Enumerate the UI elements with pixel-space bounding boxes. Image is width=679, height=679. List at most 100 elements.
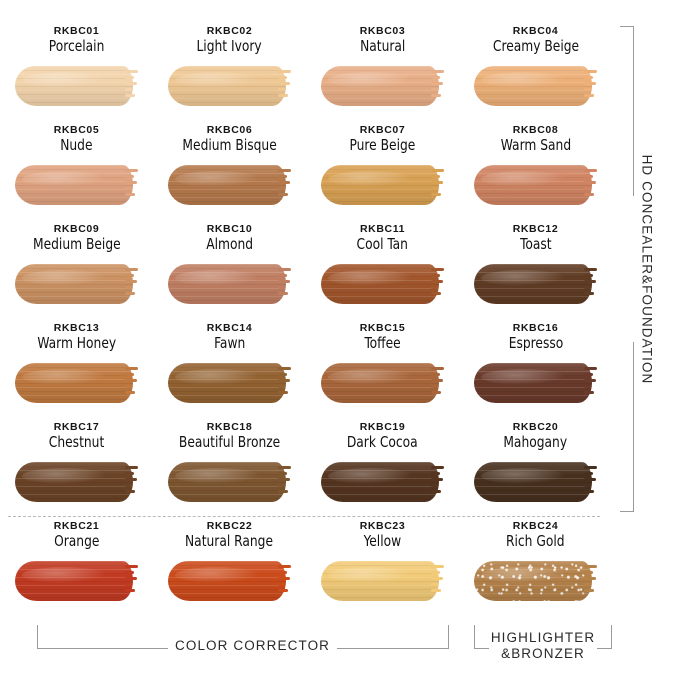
swatch-code: RKBC17: [53, 421, 100, 433]
swatch-paint: [473, 462, 592, 502]
swatch-row: RKBC17 Chestnut RKBC18 Beautiful Bronze RKBC…: [0, 421, 612, 520]
swatch-row: RKBC13 Warm Honey RKBC14 Fawn RKBC15 Toffee RK…: [0, 322, 612, 421]
swatch-paint-wrapper: [320, 261, 445, 307]
swatch-highlight: [327, 269, 413, 286]
swatch-color-fill: [473, 264, 592, 304]
swatch-cell[interactable]: RKBC07 Pure Beige: [306, 124, 459, 223]
swatch-code: RKBC11: [359, 223, 406, 235]
swatch-cell[interactable]: RKBC11 Cool Tan: [306, 223, 459, 322]
swatch-cell[interactable]: RKBC09 Medium Beige: [0, 223, 153, 322]
swatch-cell[interactable]: RKBC21 Orange: [0, 520, 153, 620]
swatch-cell[interactable]: RKBC12 Toast: [459, 223, 612, 322]
swatch-name: Yellow: [363, 532, 402, 550]
swatch-highlight: [327, 467, 413, 484]
swatch-highlight: [174, 368, 260, 385]
swatch-cell[interactable]: RKBC24 Rich Gold: [459, 520, 612, 620]
swatch-cell[interactable]: RKBC13 Warm Honey: [0, 322, 153, 421]
swatch-cell[interactable]: RKBC17 Chestnut: [0, 421, 153, 520]
swatch-name: Cool Tan: [356, 235, 409, 253]
swatch-code: RKBC16: [512, 322, 559, 334]
swatch-shading: [320, 165, 439, 205]
swatch-brush-texture: [320, 561, 439, 601]
swatch-cell[interactable]: RKBC15 Toffee: [306, 322, 459, 421]
swatch-shading: [167, 264, 286, 304]
swatch-paint: [14, 264, 133, 304]
swatch-shading: [14, 363, 133, 403]
swatch-cell[interactable]: RKBC08 Warm Sand: [459, 124, 612, 223]
swatch-brush-texture: [167, 462, 286, 502]
swatch-color-fill: [167, 264, 286, 304]
swatch-highlight: [480, 368, 566, 385]
swatch-cell[interactable]: RKBC18 Beautiful Bronze: [153, 421, 306, 520]
swatch-shading: [320, 462, 439, 502]
swatch-brush-tail: [583, 564, 598, 596]
swatch-cell[interactable]: RKBC05 Nude: [0, 124, 153, 223]
swatch-name: Mahogany: [503, 433, 568, 451]
swatch-shading: [473, 165, 592, 205]
swatch-shading: [167, 561, 286, 601]
swatch-paint-wrapper: [473, 162, 598, 208]
swatch-brush-texture: [320, 462, 439, 502]
swatch-color-fill: [14, 66, 133, 106]
swatch-name: Natural Range: [185, 532, 274, 550]
swatch-color-fill: [167, 561, 286, 601]
swatch-brush-texture: [473, 165, 592, 205]
swatch-code: RKBC12: [512, 223, 559, 235]
swatch-brush-tail: [124, 366, 139, 398]
swatch-brush-tail: [277, 267, 292, 299]
swatch-brush-texture: [167, 561, 286, 601]
swatch-cell[interactable]: RKBC04 Creamy Beige: [459, 25, 612, 124]
swatch-highlight: [327, 566, 413, 583]
swatch-cell[interactable]: RKBC19 Dark Cocoa: [306, 421, 459, 520]
swatch-shading: [473, 264, 592, 304]
swatch-name: Dark Cocoa: [347, 433, 418, 451]
swatch-highlight: [480, 71, 566, 88]
swatch-paint: [14, 561, 133, 601]
swatch-cell[interactable]: RKBC16 Espresso: [459, 322, 612, 421]
swatch-highlight: [480, 467, 566, 484]
swatch-paint: [167, 165, 286, 205]
swatch-paint-wrapper: [167, 162, 292, 208]
swatch-name: Almond: [206, 235, 253, 253]
swatch-code: RKBC02: [206, 25, 253, 37]
swatch-highlight: [327, 368, 413, 385]
swatch-row: RKBC21 Orange RKBC22 Natural Range RKBC23 Yel…: [0, 520, 612, 620]
swatch-color-fill: [14, 363, 133, 403]
swatch-paint-wrapper: [167, 360, 292, 406]
swatch-paint-wrapper: [473, 459, 598, 505]
swatch-paint-wrapper: [473, 261, 598, 307]
swatch-code: RKBC21: [53, 520, 100, 532]
swatch-brush-texture: [14, 363, 133, 403]
swatch-brush-tail: [277, 465, 292, 497]
swatch-color-fill: [320, 561, 439, 601]
swatch-paint: [473, 165, 592, 205]
swatch-shading: [14, 165, 133, 205]
swatch-cell[interactable]: RKBC10 Almond: [153, 223, 306, 322]
swatch-brush-texture: [473, 363, 592, 403]
swatch-shading: [320, 561, 439, 601]
swatch-highlight: [480, 566, 566, 583]
swatch-cell[interactable]: RKBC06 Medium Bisque: [153, 124, 306, 223]
swatch-color-fill: [473, 165, 592, 205]
swatch-cell[interactable]: RKBC20 Mahogany: [459, 421, 612, 520]
swatch-paint-wrapper: [320, 63, 445, 109]
swatch-code: RKBC05: [53, 124, 100, 136]
swatch-code: RKBC19: [359, 421, 406, 433]
swatch-name: Chestnut: [48, 433, 105, 451]
highlighter-label-line2: &BRONZER: [501, 646, 585, 661]
swatch-shading: [167, 66, 286, 106]
swatch-cell[interactable]: RKBC22 Natural Range: [153, 520, 306, 620]
swatch-cell[interactable]: RKBC03 Natural: [306, 25, 459, 124]
swatch-name: Porcelain: [48, 37, 105, 55]
swatch-brush-texture: [14, 264, 133, 304]
swatch-brush-texture: [473, 462, 592, 502]
swatch-cell[interactable]: RKBC14 Fawn: [153, 322, 306, 421]
swatch-code: RKBC18: [206, 421, 253, 433]
swatch-paint-wrapper: [14, 162, 139, 208]
swatch-cell[interactable]: RKBC01 Porcelain: [0, 25, 153, 124]
swatch-name: Medium Bisque: [182, 136, 277, 154]
swatch-cell[interactable]: RKBC23 Yellow: [306, 520, 459, 620]
swatch-paint-wrapper: [14, 360, 139, 406]
swatch-cell[interactable]: RKBC02 Light Ivory: [153, 25, 306, 124]
